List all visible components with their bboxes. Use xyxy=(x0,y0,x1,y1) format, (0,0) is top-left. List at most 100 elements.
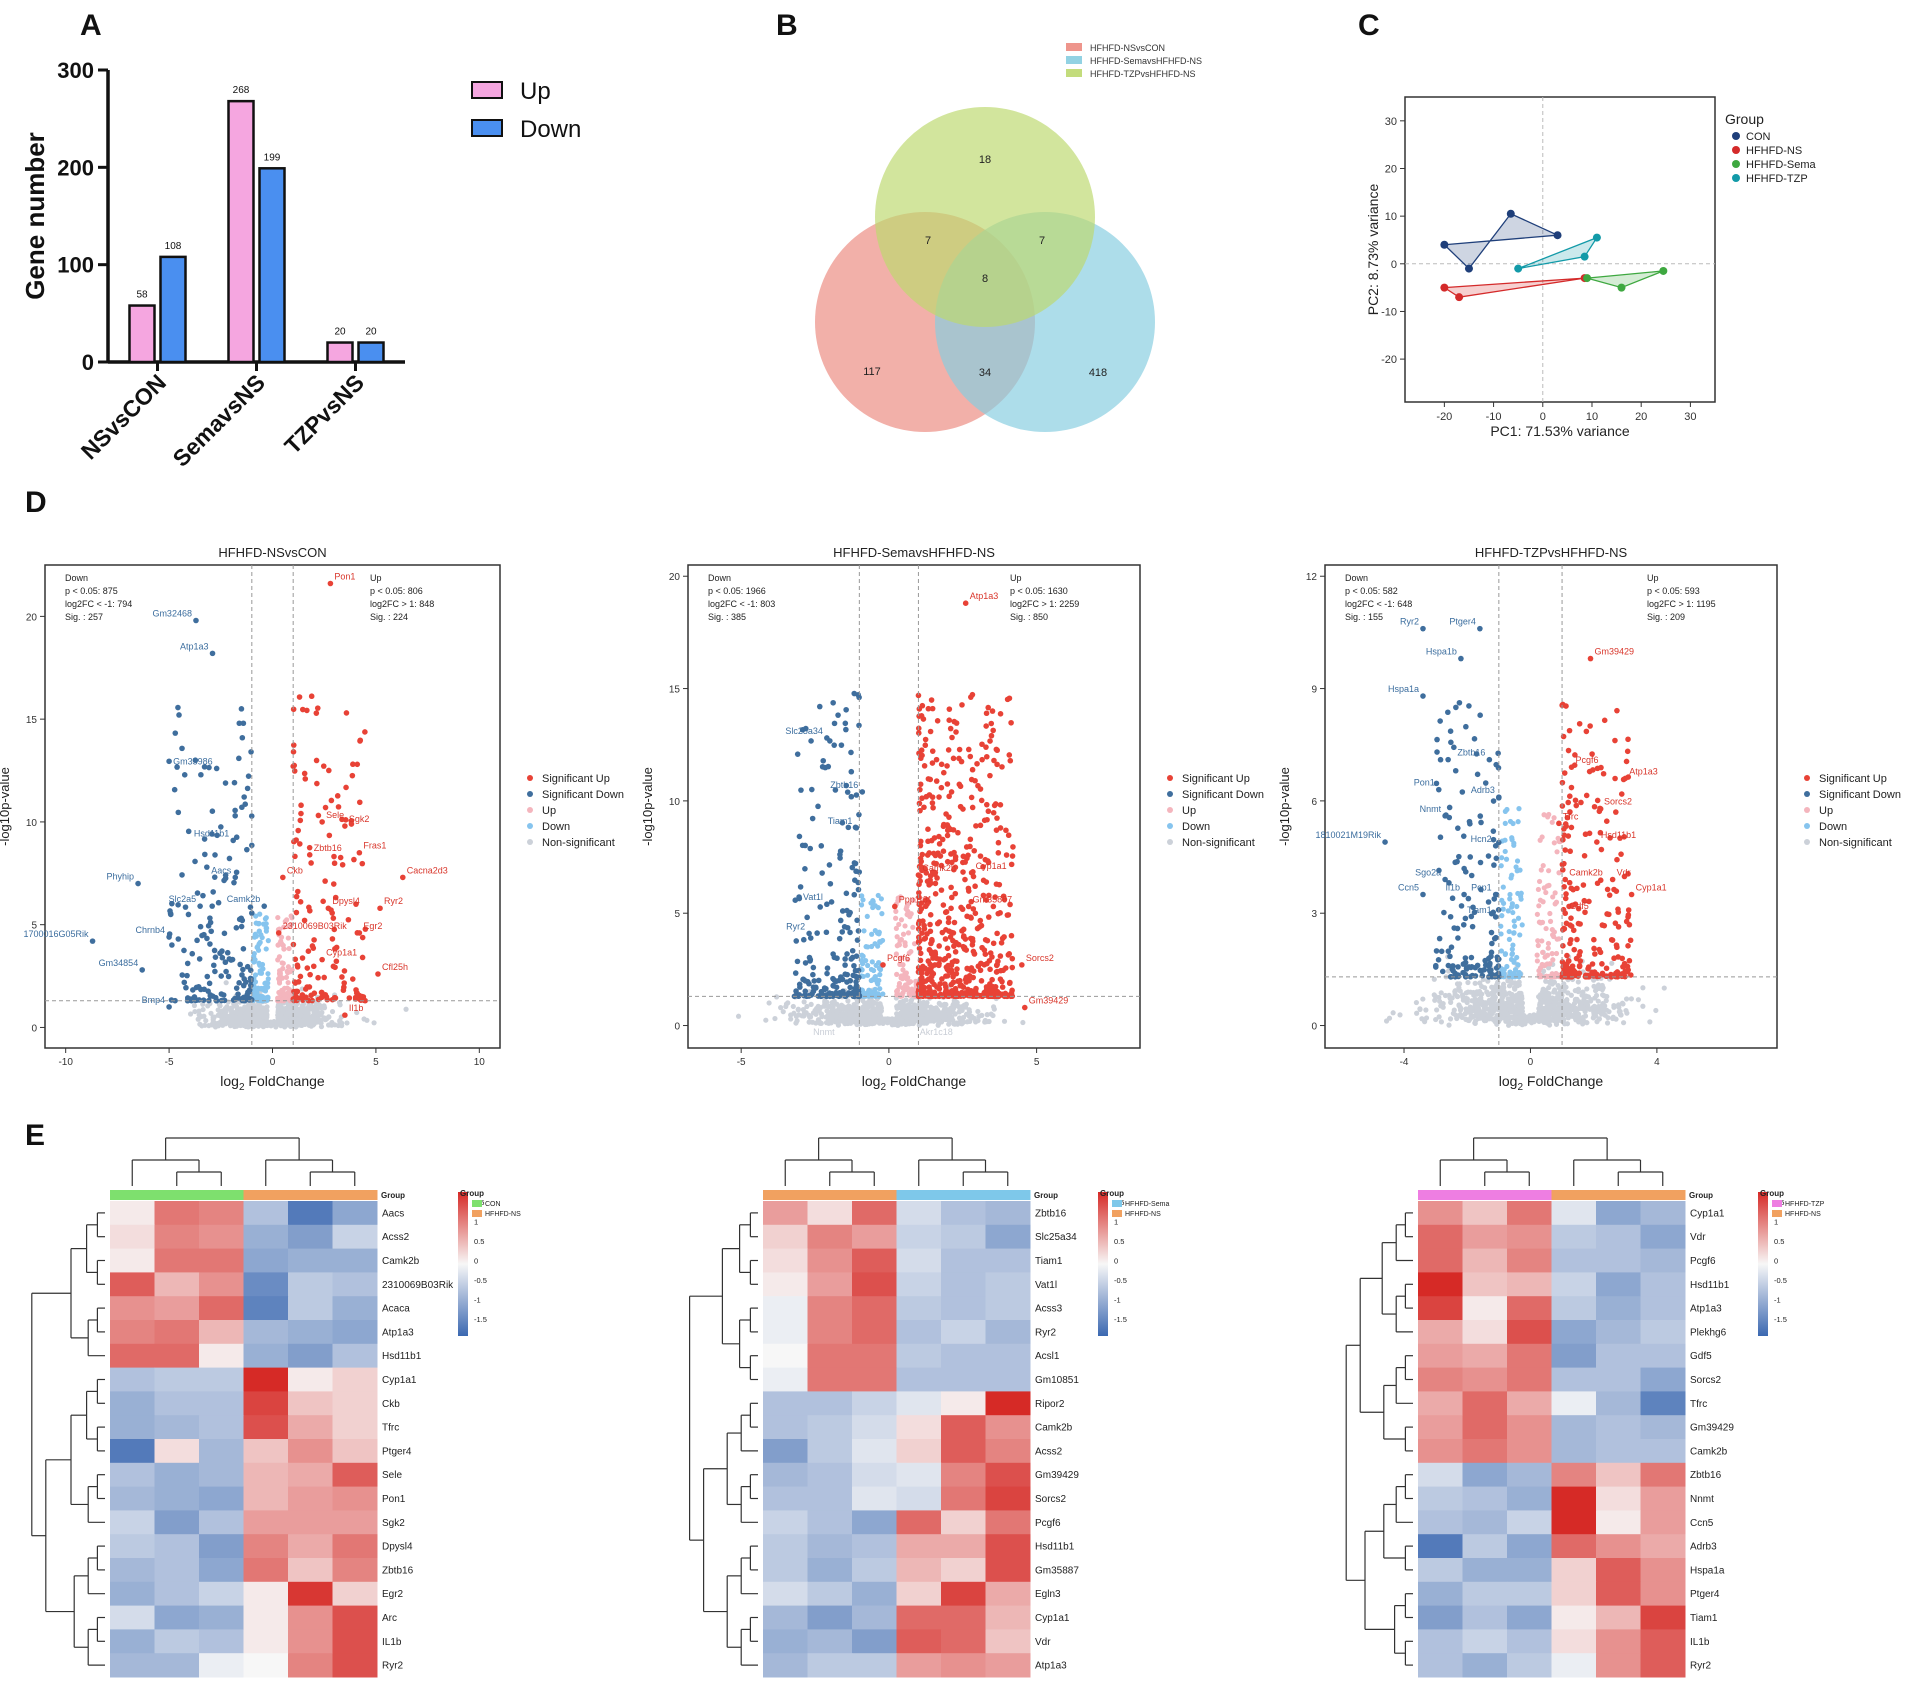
y-tick-label: 300 xyxy=(57,58,94,83)
volcano-point-sig-up xyxy=(970,906,977,912)
volcano-point-sig-up xyxy=(953,729,959,735)
volcano-point-sig-up xyxy=(290,749,297,755)
gene-label: Sgk2 xyxy=(349,814,370,824)
volcano-point-weak xyxy=(860,897,866,903)
volcano-point-sig-up xyxy=(940,902,947,908)
volcano-point-sig-down xyxy=(842,720,849,727)
volcano-point-weak xyxy=(860,973,866,980)
volcano-point-sig-up xyxy=(950,930,957,936)
pca-point-con xyxy=(1553,231,1562,240)
volcano-point-ns xyxy=(1540,999,1546,1005)
volcano-point-sig-up xyxy=(343,784,349,791)
volcano-point-ns xyxy=(1495,983,1501,989)
volcano-point-weak xyxy=(285,964,292,970)
volcano-point-sig-up xyxy=(1625,912,1632,918)
volcano-point-sig-up xyxy=(1560,867,1566,873)
volcano-point-weak xyxy=(251,990,257,997)
volcano-point-ns xyxy=(812,1007,818,1014)
volcano-point-sig-up xyxy=(989,976,995,983)
volcano-labeled-point xyxy=(891,903,898,910)
heatmap-cell xyxy=(332,1486,378,1511)
volcano-point-ns xyxy=(1451,1007,1457,1013)
volcano-point-sig-up xyxy=(952,864,959,871)
volcano-point-ns xyxy=(201,1013,207,1019)
volcano-point-ns xyxy=(1477,1015,1483,1021)
volcano-labeled-point xyxy=(1597,805,1603,812)
gene-label: Cfl25h xyxy=(382,962,408,972)
volcano-point-sig-up xyxy=(358,997,364,1003)
y-tick-label: 0 xyxy=(1391,259,1397,271)
y-axis-title: PC2: 8.73% variance xyxy=(1365,184,1381,316)
volcano-point-ns xyxy=(344,1020,350,1026)
volcano-point-sig-down xyxy=(795,993,802,1000)
x-tick-label: -5 xyxy=(737,1057,746,1068)
volcano-point-ns xyxy=(1486,1006,1493,1012)
volcano-point-ns xyxy=(809,1019,816,1025)
volcano-point-sig-up xyxy=(929,748,936,754)
volcano-point-sig-down xyxy=(223,968,229,975)
volcano-legend-swatch xyxy=(1804,839,1810,845)
volcano-point-sig-up xyxy=(1615,924,1622,930)
volcano-legend-swatch xyxy=(1167,775,1173,781)
gene-label: Vdr xyxy=(1617,868,1631,878)
gene-label: Camk2b xyxy=(922,863,956,873)
volcano-point-sig-down xyxy=(247,982,254,989)
volcano-point-weak xyxy=(898,917,905,923)
volcano-point-sig-down xyxy=(804,914,810,921)
volcano-labeled-point xyxy=(319,956,325,963)
volcano-point-weak xyxy=(1500,884,1506,890)
gene-label: Gm35887 xyxy=(973,894,1013,904)
volcano-point-weak xyxy=(878,896,884,902)
gene-label: Ptger4 xyxy=(1449,617,1476,627)
volcano-point-ns xyxy=(1442,992,1449,999)
volcano-point-sig-up xyxy=(301,917,308,924)
volcano-point-sig-up xyxy=(956,781,963,788)
volcano-labeled-point xyxy=(139,967,146,973)
heatmap-cell xyxy=(332,1510,378,1535)
volcano-point-sig-up xyxy=(990,809,997,816)
volcano-point-sig-up xyxy=(293,988,299,995)
volcano-point-sig-down xyxy=(181,772,188,778)
gene-label: 2310069B03Rik xyxy=(283,921,348,931)
volcano-point-sig-up xyxy=(957,982,964,989)
volcano-point-sig-up xyxy=(1619,971,1625,977)
gene-label: Dpysl4 xyxy=(332,896,360,906)
volcano-point-weak xyxy=(276,980,283,986)
volcano-point-ns xyxy=(1492,1004,1498,1010)
volcano-point-sig-down xyxy=(831,954,838,961)
volcano-point-sig-down xyxy=(837,974,844,980)
volcano-point-sig-up xyxy=(994,761,1000,768)
x-tick-label: -10 xyxy=(58,1057,73,1068)
y-axis-title: -log10p-value xyxy=(1277,767,1292,846)
bar-up-nsvscon xyxy=(128,304,156,364)
volcano-point-ns xyxy=(826,1020,832,1026)
volcano-point-sig-up xyxy=(997,910,1003,916)
heatmap-cell xyxy=(154,1248,200,1273)
volcano-legend-label: Up xyxy=(1182,805,1196,817)
volcano-point-weak xyxy=(859,893,865,899)
volcano-point-sig-up xyxy=(311,937,317,943)
volcano-point-ns xyxy=(1606,1009,1612,1015)
volcano-point-weak xyxy=(876,959,882,966)
heatmap-cell xyxy=(288,1296,333,1321)
y-tick-label: 5 xyxy=(674,909,680,920)
volcano-point-sig-down xyxy=(1434,736,1440,743)
volcano-point-sig-down xyxy=(1448,739,1454,746)
volcano-point-sig-down xyxy=(1447,913,1454,920)
volcano-point-weak xyxy=(283,974,290,980)
volcano-labeled-point xyxy=(375,971,381,977)
y-tick-label: 12 xyxy=(1306,572,1318,583)
volcano-point-ns xyxy=(1516,998,1522,1004)
volcano-point-sig-up xyxy=(983,801,990,808)
volcano-point-sig-down xyxy=(847,984,853,991)
volcano-point-ns xyxy=(808,1001,814,1007)
down-summary-text: Sig. : 257 xyxy=(65,612,103,622)
volcano-point-ns xyxy=(851,1017,857,1023)
volcano-point-weak xyxy=(262,916,269,922)
volcano-point-ns xyxy=(979,1012,985,1018)
volcano-point-ns xyxy=(1512,986,1518,992)
volcano-point-sig-up xyxy=(1009,853,1016,859)
volcano-point-weak xyxy=(1508,875,1514,881)
volcano-point-ns xyxy=(912,1005,918,1011)
volcano-point-sig-up xyxy=(993,746,1000,753)
